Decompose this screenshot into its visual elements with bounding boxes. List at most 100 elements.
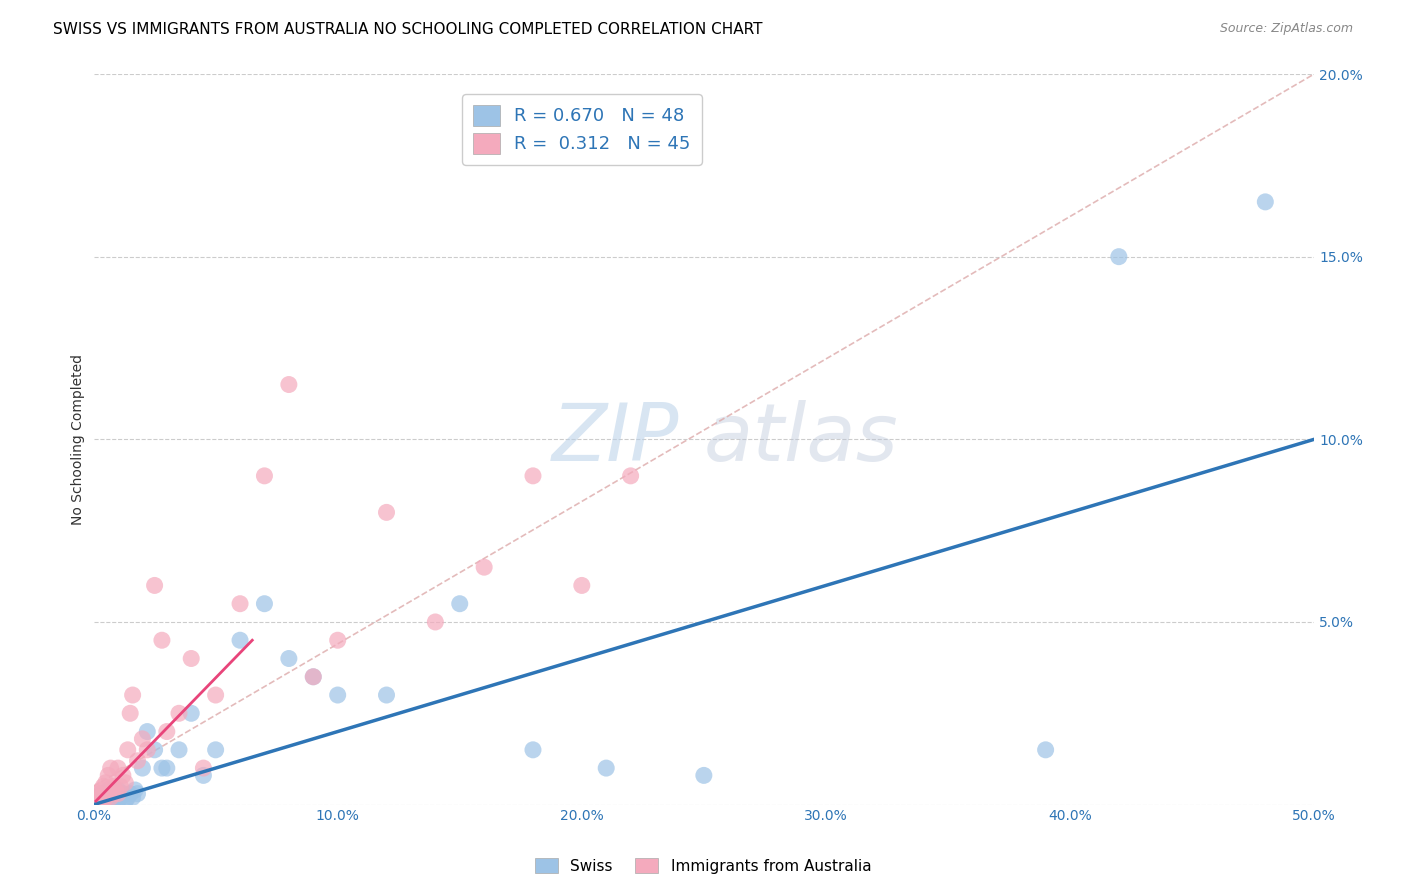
Point — [229, 597, 252, 611]
Point — [107, 787, 129, 801]
Point — [91, 790, 114, 805]
Point — [90, 783, 112, 797]
Point — [94, 787, 117, 801]
Point — [94, 775, 117, 789]
Point — [114, 794, 136, 808]
Point — [120, 787, 142, 801]
Point — [101, 794, 124, 808]
Point — [117, 743, 139, 757]
Point — [91, 794, 114, 808]
Point — [136, 724, 159, 739]
Point — [167, 743, 190, 757]
Y-axis label: No Schooling Completed: No Schooling Completed — [72, 354, 86, 524]
Point — [100, 790, 122, 805]
Text: SWISS VS IMMIGRANTS FROM AUSTRALIA NO SCHOOLING COMPLETED CORRELATION CHART: SWISS VS IMMIGRANTS FROM AUSTRALIA NO SC… — [53, 22, 763, 37]
Point — [97, 768, 120, 782]
Point — [253, 468, 276, 483]
Point — [87, 787, 110, 801]
Point — [277, 377, 299, 392]
Point — [111, 768, 134, 782]
Point — [180, 651, 202, 665]
Point — [87, 790, 110, 805]
Point — [107, 761, 129, 775]
Legend: Swiss, Immigrants from Australia: Swiss, Immigrants from Australia — [529, 852, 877, 880]
Point — [124, 783, 146, 797]
Point — [156, 761, 179, 775]
Point — [180, 706, 202, 721]
Point — [110, 790, 132, 805]
Point — [472, 560, 495, 574]
Point — [110, 780, 132, 794]
Point — [94, 794, 117, 808]
Point — [143, 578, 166, 592]
Point — [204, 688, 226, 702]
Point — [326, 688, 349, 702]
Point — [90, 794, 112, 808]
Point — [100, 787, 122, 801]
Point — [107, 794, 129, 808]
Point — [101, 790, 124, 805]
Point — [104, 790, 127, 805]
Point — [120, 706, 142, 721]
Point — [326, 633, 349, 648]
Point — [87, 794, 110, 808]
Point — [101, 780, 124, 794]
Point — [193, 768, 215, 782]
Point — [156, 724, 179, 739]
Point — [127, 787, 149, 801]
Point — [121, 790, 143, 805]
Point — [107, 783, 129, 797]
Text: ZIP: ZIP — [553, 401, 679, 478]
Point — [104, 783, 127, 797]
Point — [150, 761, 173, 775]
Point — [1108, 250, 1130, 264]
Point — [94, 790, 117, 805]
Point — [97, 790, 120, 805]
Point — [91, 794, 114, 808]
Point — [90, 787, 112, 801]
Point — [104, 787, 127, 801]
Point — [121, 688, 143, 702]
Legend: R = 0.670   N = 48, R =  0.312   N = 45: R = 0.670 N = 48, R = 0.312 N = 45 — [463, 94, 702, 165]
Text: atlas: atlas — [704, 401, 898, 478]
Point — [90, 790, 112, 805]
Point — [302, 670, 325, 684]
Point — [136, 743, 159, 757]
Point — [84, 794, 107, 808]
Point — [101, 787, 124, 801]
Point — [150, 633, 173, 648]
Point — [131, 761, 153, 775]
Point — [425, 615, 447, 629]
Point — [522, 743, 544, 757]
Point — [91, 780, 114, 794]
Point — [117, 790, 139, 805]
Point — [449, 597, 471, 611]
Point — [522, 468, 544, 483]
Point — [1035, 743, 1057, 757]
Point — [375, 688, 398, 702]
Text: Source: ZipAtlas.com: Source: ZipAtlas.com — [1219, 22, 1353, 36]
Point — [375, 505, 398, 519]
Point — [277, 651, 299, 665]
Point — [143, 743, 166, 757]
Point — [595, 761, 617, 775]
Point — [111, 787, 134, 801]
Point — [131, 731, 153, 746]
Point — [302, 670, 325, 684]
Point — [100, 761, 122, 775]
Point — [229, 633, 252, 648]
Point — [253, 597, 276, 611]
Point — [693, 768, 716, 782]
Point — [620, 468, 643, 483]
Point — [167, 706, 190, 721]
Point — [1254, 194, 1277, 209]
Point — [114, 775, 136, 789]
Point — [193, 761, 215, 775]
Point — [571, 578, 593, 592]
Point — [204, 743, 226, 757]
Point — [100, 794, 122, 808]
Point — [127, 754, 149, 768]
Point — [97, 787, 120, 801]
Point — [97, 783, 120, 797]
Point — [84, 790, 107, 805]
